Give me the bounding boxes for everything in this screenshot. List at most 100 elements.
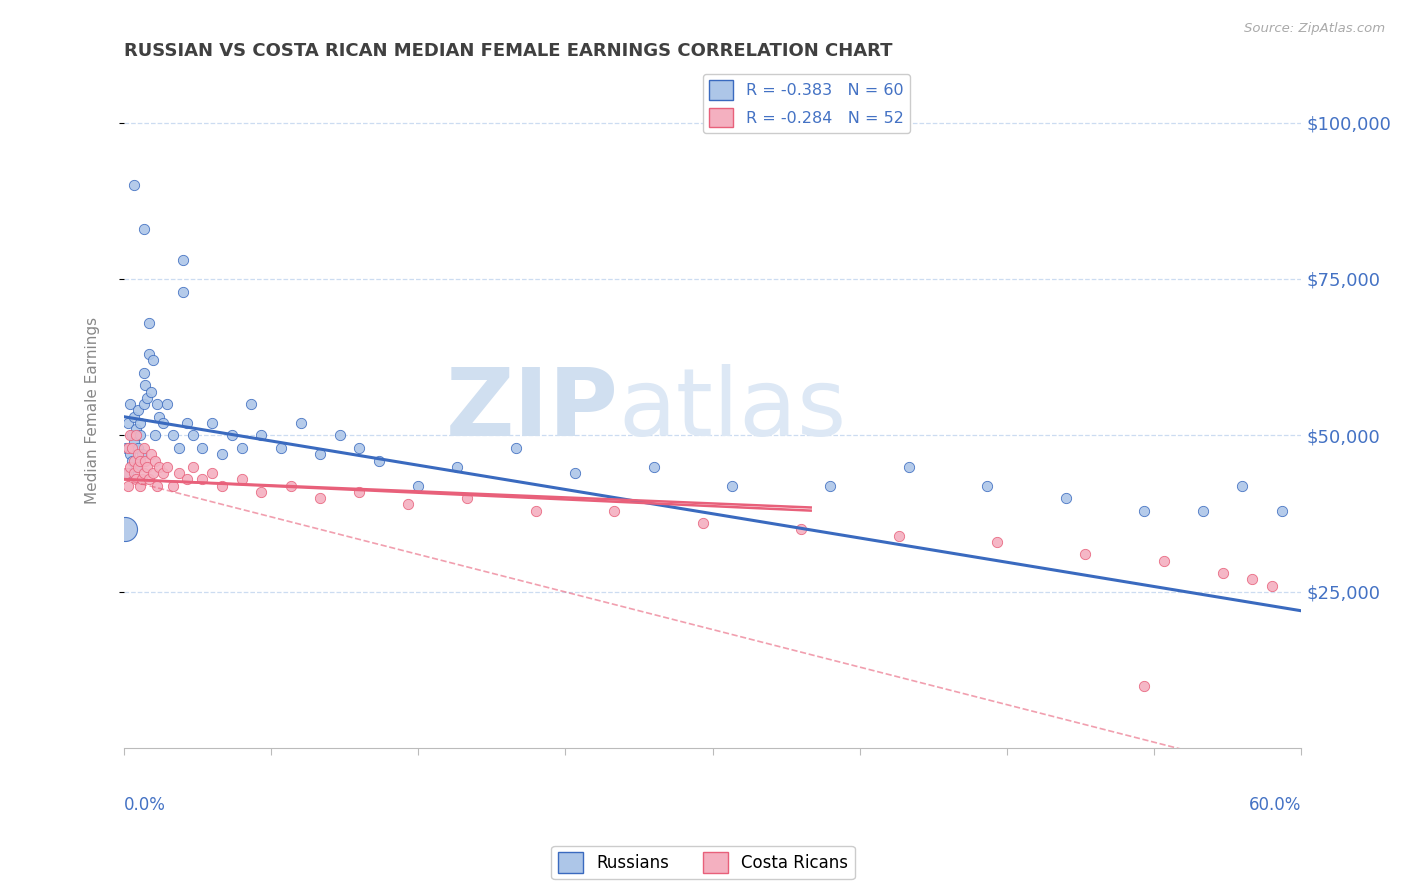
Point: [128, 478, 150, 492]
Point: [125, 459, 148, 474]
Point: [125, 428, 148, 442]
Point: [250, 428, 273, 442]
Point: [132, 466, 155, 480]
Point: [122, 409, 145, 424]
Text: Source: ZipAtlas.com: Source: ZipAtlas.com: [1244, 22, 1385, 36]
Point: [1133, 503, 1156, 517]
Point: [128, 428, 150, 442]
Point: [191, 441, 214, 455]
Point: [721, 478, 744, 492]
Point: [156, 397, 179, 411]
Point: [167, 466, 190, 480]
Point: [138, 347, 160, 361]
Point: [134, 378, 156, 392]
Legend: R = -0.383   N = 60, R = -0.284   N = 52: R = -0.383 N = 60, R = -0.284 N = 52: [703, 74, 911, 134]
Point: [456, 491, 478, 505]
Point: [309, 491, 332, 505]
Point: [280, 478, 302, 492]
Point: [524, 503, 547, 517]
Point: [270, 441, 292, 455]
Point: [121, 441, 143, 455]
Point: [290, 416, 312, 430]
Point: [134, 453, 156, 467]
Point: [121, 453, 143, 467]
Point: [231, 441, 253, 455]
Point: [191, 472, 214, 486]
Point: [820, 478, 842, 492]
Point: [143, 428, 166, 442]
Point: [349, 441, 371, 455]
Point: [167, 441, 190, 455]
Point: [329, 428, 352, 442]
Point: [132, 397, 155, 411]
Point: [117, 416, 139, 430]
Point: [1192, 503, 1215, 517]
Point: [887, 529, 910, 543]
Point: [128, 453, 150, 467]
Point: [127, 403, 149, 417]
Point: [136, 459, 159, 474]
Point: [986, 535, 1008, 549]
Point: [118, 447, 141, 461]
Point: [211, 478, 233, 492]
Point: [309, 447, 332, 461]
Point: [152, 466, 174, 480]
Point: [138, 316, 160, 330]
Point: [152, 416, 174, 430]
Point: [181, 459, 204, 474]
Point: [1074, 548, 1097, 562]
Point: [406, 478, 429, 492]
Point: [176, 416, 198, 430]
Point: [141, 384, 163, 399]
Text: atlas: atlas: [619, 365, 846, 457]
Point: [156, 459, 179, 474]
Point: [172, 253, 194, 268]
Point: [201, 416, 224, 430]
Point: [1212, 566, 1234, 581]
Point: [138, 472, 160, 486]
Point: [132, 441, 155, 455]
Point: [125, 472, 148, 486]
Point: [115, 466, 138, 480]
Point: [127, 459, 149, 474]
Y-axis label: Median Female Earnings: Median Female Earnings: [86, 317, 100, 504]
Point: [897, 459, 920, 474]
Text: RUSSIAN VS COSTA RICAN MEDIAN FEMALE EARNINGS CORRELATION CHART: RUSSIAN VS COSTA RICAN MEDIAN FEMALE EAR…: [124, 42, 893, 60]
Point: [692, 516, 714, 530]
Point: [122, 178, 145, 193]
Point: [131, 447, 153, 461]
Point: [118, 397, 141, 411]
Point: [127, 447, 149, 461]
Point: [396, 497, 419, 511]
Point: [115, 441, 138, 455]
Point: [118, 428, 141, 442]
Point: [148, 409, 170, 424]
Point: [181, 428, 204, 442]
Point: [142, 353, 165, 368]
Point: [117, 466, 139, 480]
Point: [564, 466, 586, 480]
Legend: Russians, Costa Ricans: Russians, Costa Ricans: [551, 846, 855, 880]
Text: ZIP: ZIP: [446, 365, 619, 457]
Point: [146, 397, 169, 411]
Point: [162, 478, 184, 492]
Point: [132, 366, 155, 380]
Point: [122, 453, 145, 467]
Point: [1133, 679, 1156, 693]
Point: [1261, 579, 1284, 593]
Point: [231, 472, 253, 486]
Point: [121, 428, 143, 442]
Point: [128, 416, 150, 430]
Point: [976, 478, 998, 492]
Point: [176, 472, 198, 486]
Point: [505, 441, 527, 455]
Point: [1054, 491, 1077, 505]
Text: 0.0%: 0.0%: [124, 796, 166, 814]
Point: [131, 472, 153, 486]
Point: [122, 434, 145, 449]
Point: [368, 453, 391, 467]
Point: [114, 522, 136, 536]
Point: [172, 285, 194, 299]
Point: [240, 397, 263, 411]
Point: [127, 441, 149, 455]
